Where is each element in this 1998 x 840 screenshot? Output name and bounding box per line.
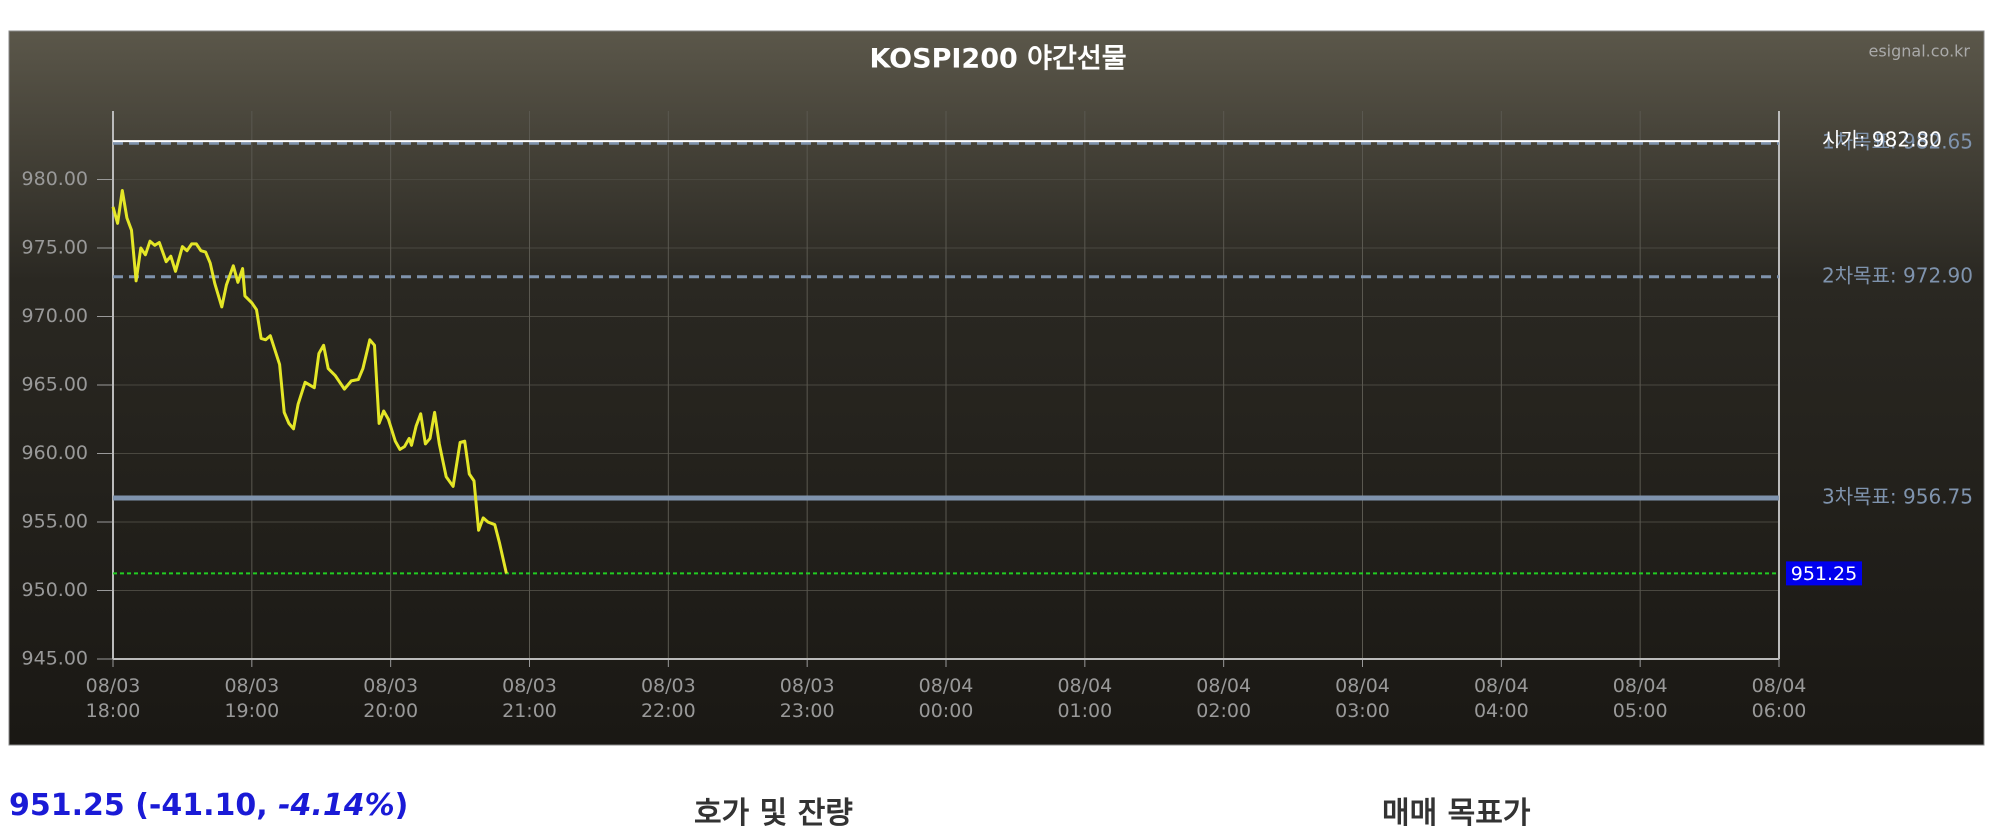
x-tick-label-line: 08/03	[780, 675, 835, 697]
x-tick-label: 08/03 22:00	[641, 675, 696, 722]
x-tick-label-line: 04:00	[1474, 700, 1529, 722]
x-tick-label-line: 08/04	[919, 675, 974, 697]
x-tick-label-line: 08/03	[363, 675, 418, 697]
x-tick-label-line: 18:00	[86, 700, 141, 722]
y-tick-label: 980.00	[22, 168, 88, 190]
reference-label: 2차목표: 972.90	[1822, 263, 1973, 287]
y-tick-label: 945.00	[22, 648, 88, 670]
y-tick-label: 955.00	[22, 511, 88, 533]
x-tick-label-line: 08/04	[1335, 675, 1390, 697]
x-tick-label: 08/04 02:00	[1196, 675, 1251, 722]
x-tick-label: 08/04 05:00	[1613, 675, 1668, 722]
current-box	[1786, 561, 1862, 586]
y-tick-label: 975.00	[22, 237, 88, 259]
x-tick-label-line: 02:00	[1196, 700, 1251, 722]
price-line	[111, 189, 508, 574]
y-tick-label: 950.00	[22, 579, 88, 601]
x-tick-label-line: 00:00	[919, 700, 974, 722]
orderbook-title: 호가 및 잔량	[694, 796, 853, 831]
x-tick-label-line: 08/04	[1613, 675, 1668, 697]
watermark: esignal.co.kr	[1869, 42, 1971, 61]
x-tick-label-line: 21:00	[502, 700, 557, 722]
x-tick-label: 08/03 20:00	[363, 675, 418, 722]
y-tick-label: 970.00	[22, 305, 88, 327]
x-tick-label-line: 19:00	[224, 700, 279, 722]
x-tick-label: 08/04 03:00	[1335, 675, 1390, 722]
x-tick-label: 08/03 18:00	[86, 675, 141, 722]
quote-main: 951.25 (-41.10,	[9, 788, 279, 823]
chart-title: KOSPI200 야간선물	[869, 44, 1126, 75]
current-label: 951.25	[1791, 563, 1857, 585]
x-tick-label: 08/03 21:00	[502, 675, 557, 722]
x-tick-label-line: 08/04	[1196, 675, 1251, 697]
chart-panel	[8, 30, 1985, 746]
chart: KOSPI200 야간선물 esignal.co.kr 945.00 950.00…	[8, 30, 1985, 746]
y-tick-label: 960.00	[22, 442, 88, 464]
x-tick-label-line: 06:00	[1752, 700, 1807, 722]
x-tick-label-line: 22:00	[641, 700, 696, 722]
x-tick-label-line: 08/03	[641, 675, 696, 697]
x-tick-label-line: 08/04	[1057, 675, 1112, 697]
quote-close: )	[394, 788, 409, 823]
x-tick-label: 08/03 19:00	[224, 675, 279, 722]
x-tick-label-line: 23:00	[780, 700, 835, 722]
x-tick-label: 08/03 23:00	[780, 675, 835, 722]
x-tick-label-line: 08/03	[502, 675, 557, 697]
x-tick-label-line: 08/04	[1752, 675, 1807, 697]
x-tick-label-line: 08/03	[86, 675, 141, 697]
y-tick-label: 965.00	[22, 374, 88, 396]
x-tick-label: 08/04 04:00	[1474, 675, 1529, 722]
quote-percent: -4.14%	[278, 788, 395, 823]
x-tick-label-line: 05:00	[1613, 700, 1668, 722]
x-tick-label: 08/04 00:00	[919, 675, 974, 722]
x-tick-label-line: 08/03	[224, 675, 279, 697]
reference-label: 1차목표: 982.65	[1822, 130, 1973, 154]
x-tick-label-line: 03:00	[1335, 700, 1390, 722]
x-tick-label-line: 20:00	[363, 700, 418, 722]
reference-label: 3차목표: 956.75	[1822, 485, 1973, 509]
targets-title: 매매 목표가	[1382, 796, 1531, 831]
quote: 951.25 (-41.10, -4.14%)	[9, 788, 408, 823]
x-tick-label-line: 08/04	[1474, 675, 1529, 697]
x-tick-label: 08/04 06:00	[1752, 675, 1807, 722]
x-tick-label: 08/04 01:00	[1057, 675, 1112, 722]
x-tick-label-line: 01:00	[1057, 700, 1112, 722]
reference-label: 시가: 982.80	[1822, 128, 1942, 152]
